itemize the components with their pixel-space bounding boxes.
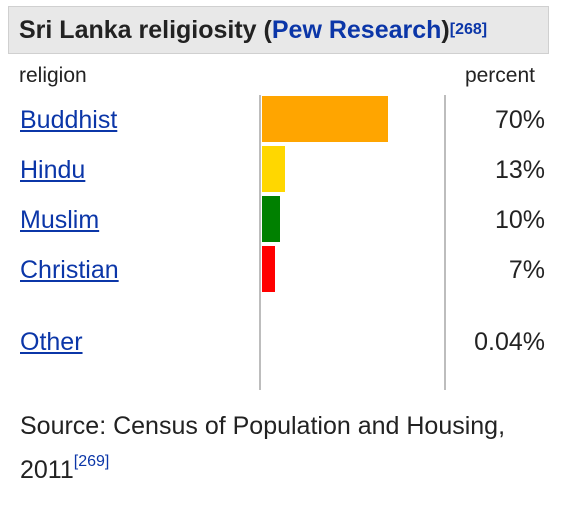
- value-label-muslim: 10%: [494, 206, 545, 234]
- source-reference-link[interactable]: [269]: [73, 453, 110, 470]
- value-label-hindu: 13%: [494, 156, 545, 184]
- category-label-other[interactable]: Other: [20, 328, 83, 356]
- value-label-buddhist: 70%: [494, 106, 545, 134]
- percent-divider-line: [444, 95, 446, 390]
- category-label-christian[interactable]: Christian: [20, 256, 119, 284]
- chart-title: Sri Lanka religiosity ( Pew Research ) […: [8, 6, 549, 54]
- title-reference-link[interactable]: [268]: [449, 21, 488, 38]
- category-label-hindu[interactable]: Hindu: [20, 156, 86, 184]
- title-suffix: ): [441, 15, 450, 44]
- percent-column-header: percent: [464, 64, 535, 87]
- source-note: Source: Census of Population and Housing…: [20, 404, 540, 492]
- bar-muslim: [262, 196, 280, 242]
- religion-column-header: religion: [19, 64, 87, 87]
- value-label-christian: 7%: [508, 256, 545, 284]
- pew-research-link[interactable]: Pew Research: [271, 15, 442, 44]
- value-label-other: 0.04%: [474, 328, 545, 356]
- category-label-buddhist[interactable]: Buddhist: [20, 106, 118, 134]
- title-prefix: Sri Lanka religiosity (: [19, 15, 272, 44]
- bar-hindu: [262, 146, 285, 192]
- category-label-muslim[interactable]: Muslim: [20, 206, 100, 234]
- bar-buddhist: [262, 96, 388, 142]
- bar-axis-line: [259, 95, 261, 390]
- source-text: Source: Census of Population and Housing…: [20, 412, 506, 484]
- bar-christian: [262, 246, 275, 292]
